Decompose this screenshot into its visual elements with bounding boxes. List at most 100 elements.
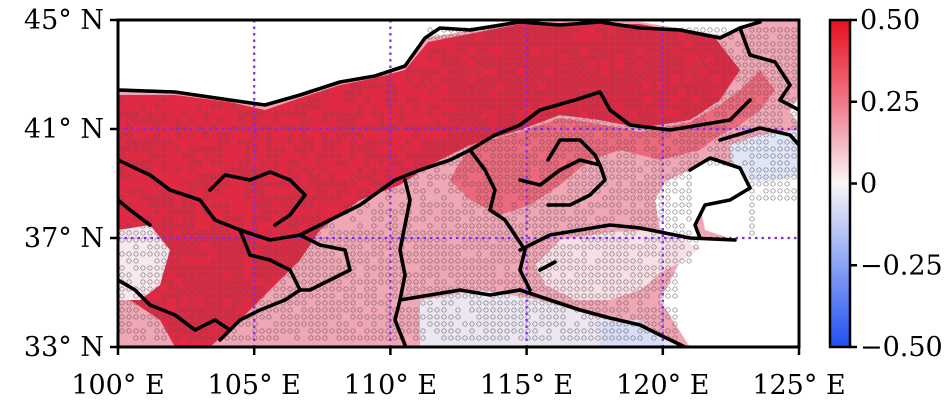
significance-marker <box>161 202 167 208</box>
significance-marker <box>588 181 594 187</box>
significance-marker <box>364 300 370 306</box>
significance-marker <box>658 118 664 124</box>
significance-marker <box>469 111 475 117</box>
significance-marker <box>525 314 531 320</box>
significance-marker <box>455 265 461 271</box>
significance-marker <box>651 223 657 229</box>
significance-marker <box>483 335 489 341</box>
significance-marker <box>539 27 545 33</box>
significance-marker <box>770 97 776 103</box>
significance-marker <box>504 244 510 250</box>
significance-marker <box>273 118 279 124</box>
significance-marker <box>399 314 405 320</box>
significance-marker <box>385 307 391 313</box>
significance-marker <box>483 160 489 166</box>
significance-marker <box>119 314 125 320</box>
significance-marker <box>231 216 237 222</box>
significance-marker <box>511 118 517 124</box>
significance-marker <box>560 62 566 68</box>
significance-marker <box>574 146 580 152</box>
significance-marker <box>329 286 335 292</box>
significance-marker <box>616 83 622 89</box>
significance-marker <box>434 139 440 145</box>
significance-marker <box>357 223 363 229</box>
significance-marker <box>469 69 475 75</box>
significance-marker <box>364 265 370 271</box>
significance-marker <box>280 251 286 257</box>
significance-marker <box>623 69 629 75</box>
significance-marker <box>504 181 510 187</box>
significance-marker <box>175 244 181 250</box>
significance-marker <box>777 146 783 152</box>
significance-marker <box>392 328 398 334</box>
significance-marker <box>560 27 566 33</box>
significance-marker <box>679 132 685 138</box>
significance-marker <box>574 258 580 264</box>
significance-marker <box>399 146 405 152</box>
significance-marker <box>126 118 132 124</box>
significance-marker <box>434 216 440 222</box>
significance-marker <box>301 202 307 208</box>
significance-marker <box>721 104 727 110</box>
significance-marker <box>679 244 685 250</box>
significance-marker <box>525 41 531 47</box>
significance-marker <box>644 202 650 208</box>
significance-marker <box>672 328 678 334</box>
significance-marker <box>434 34 440 40</box>
significance-marker <box>427 244 433 250</box>
significance-marker <box>420 139 426 145</box>
significance-marker <box>441 335 447 341</box>
significance-marker <box>315 174 321 180</box>
significance-marker <box>196 174 202 180</box>
significance-marker <box>441 48 447 54</box>
significance-marker <box>518 97 524 103</box>
significance-marker <box>420 237 426 243</box>
significance-marker <box>693 90 699 96</box>
significance-marker <box>329 237 335 243</box>
significance-marker <box>301 104 307 110</box>
significance-marker <box>644 146 650 152</box>
significance-marker <box>119 300 125 306</box>
significance-marker <box>392 265 398 271</box>
significance-marker <box>623 174 629 180</box>
significance-marker <box>189 279 195 285</box>
significance-marker <box>609 251 615 257</box>
significance-marker <box>756 132 762 138</box>
significance-marker <box>455 335 461 341</box>
significance-marker <box>413 174 419 180</box>
significance-marker <box>455 167 461 173</box>
significance-marker <box>287 195 293 201</box>
significance-marker <box>203 237 209 243</box>
significance-marker <box>294 111 300 117</box>
significance-marker <box>413 258 419 264</box>
significance-marker <box>350 251 356 257</box>
significance-marker <box>448 265 454 271</box>
significance-marker <box>483 104 489 110</box>
significance-marker <box>504 55 510 61</box>
significance-marker <box>700 27 706 33</box>
significance-marker <box>644 104 650 110</box>
significance-marker <box>644 55 650 61</box>
significance-marker <box>224 335 230 341</box>
significance-marker <box>588 167 594 173</box>
significance-marker <box>595 272 601 278</box>
significance-marker <box>539 321 545 327</box>
significance-marker <box>588 153 594 159</box>
significance-marker <box>623 167 629 173</box>
significance-marker <box>182 216 188 222</box>
significance-marker <box>546 181 552 187</box>
significance-marker <box>749 230 755 236</box>
significance-marker <box>364 160 370 166</box>
significance-marker <box>497 90 503 96</box>
significance-marker <box>168 139 174 145</box>
significance-marker <box>574 335 580 341</box>
significance-marker <box>511 132 517 138</box>
significance-marker <box>665 181 671 187</box>
significance-marker <box>455 328 461 334</box>
significance-marker <box>581 153 587 159</box>
significance-marker <box>630 216 636 222</box>
significance-marker <box>350 111 356 117</box>
significance-marker <box>238 118 244 124</box>
significance-marker <box>546 314 552 320</box>
significance-marker <box>322 90 328 96</box>
